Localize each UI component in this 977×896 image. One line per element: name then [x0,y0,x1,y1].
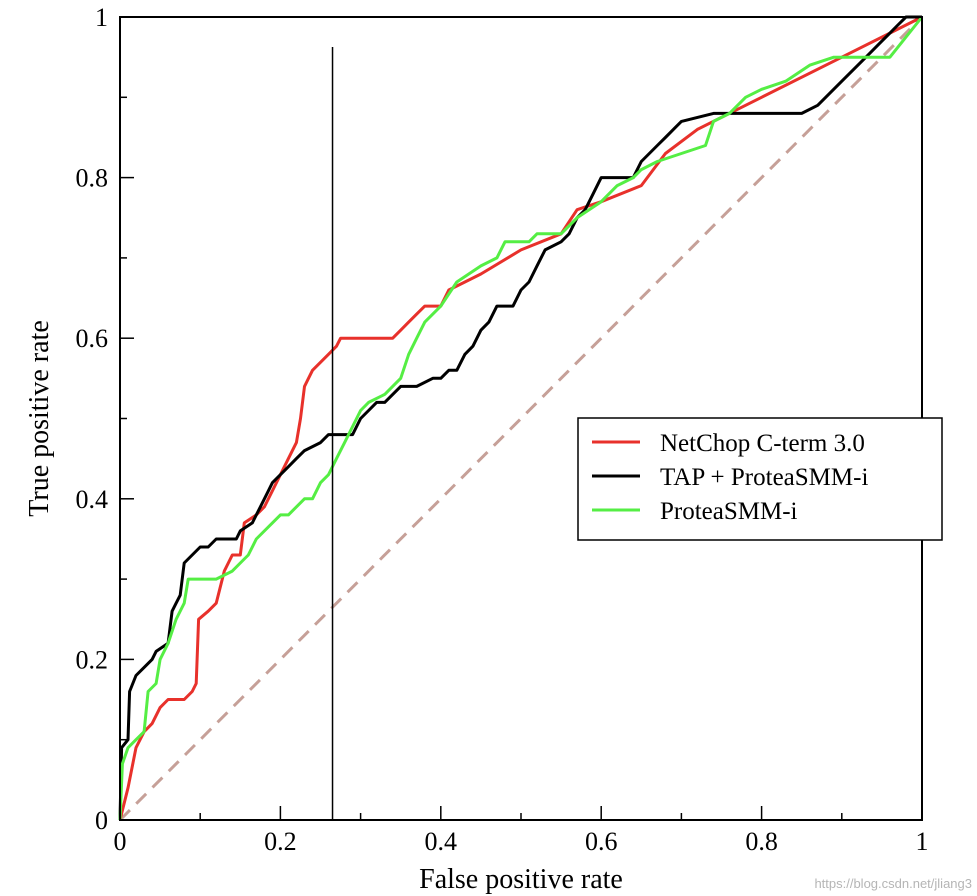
legend-label: NetChop C-term 3.0 [660,430,865,457]
x-tick-label: 0 [114,827,127,856]
watermark-text: https://blog.csdn.net/jliang3 [814,876,972,891]
x-tick-label: 1 [916,827,929,856]
plot-area [118,15,924,822]
legend-label: ProteaSMM-i [660,498,798,525]
legend: NetChop C-term 3.0 TAP + ProteaSMM-i Prote… [577,417,943,541]
y-tick-label: 1 [95,3,108,32]
y-tick-label: 0.8 [76,164,109,193]
y-tick-label: 0.2 [76,645,109,674]
axis-ticks: 00 0.2 0.2 0.4 0.4 0.6 0.6 0.8 0.8 1 1 [76,3,929,856]
y-tick-label: 0 [95,806,108,835]
y-tick-label: 0.6 [76,324,109,353]
x-tick-label: 0.2 [264,827,297,856]
legend-label: TAP + ProteaSMM-i [660,464,868,491]
x-tick-label: 0.8 [745,827,778,856]
x-tick-label: 0.6 [585,827,618,856]
series-line-1 [118,15,922,821]
diagonal-reference-line [118,15,924,822]
y-tick-label: 0.4 [76,485,109,514]
series-line-0 [118,15,923,821]
series-line-2 [118,16,924,821]
y-axis-label: True positive rate [24,320,55,517]
x-axis-label: False positive rate [419,864,623,895]
x-tick-label: 0.4 [425,827,458,856]
legend-box [577,417,943,541]
